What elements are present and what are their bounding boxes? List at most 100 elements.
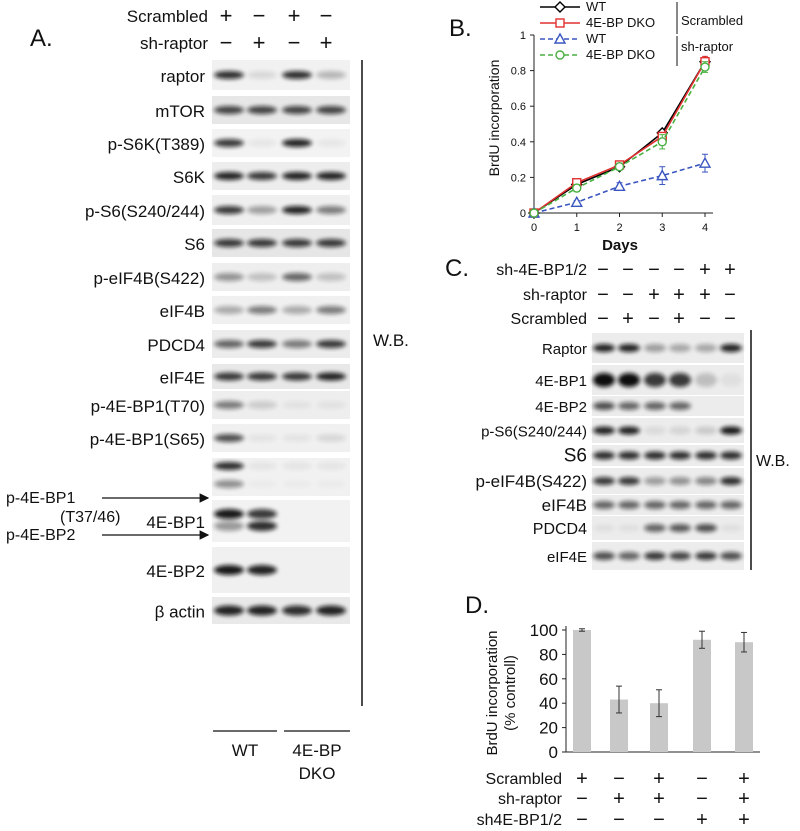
band-c (593, 451, 615, 460)
band-c (644, 501, 666, 509)
blot-label: p-S6(S240/244) (85, 202, 205, 221)
blot-label: eIF4E (160, 369, 205, 388)
band-a (247, 372, 277, 381)
band-c (593, 344, 615, 352)
blot-label: eIF4B (542, 496, 587, 515)
legend-series-label: 4E-BP DKO (586, 47, 655, 62)
condition-sign: + (613, 788, 625, 810)
y-tick-label: 0.6 (511, 101, 526, 113)
x-tick-label: 2 (616, 222, 622, 234)
blot-strip-c (592, 495, 744, 515)
condition-sign: + (738, 788, 750, 810)
band-a (316, 372, 346, 381)
band-a (282, 306, 312, 314)
panel-d-ylabel-2: (% controll) (502, 655, 519, 731)
marker-point (553, 32, 567, 44)
condition-label: sh-raptor (498, 791, 563, 808)
condition-sign: + (738, 809, 750, 831)
band-c (669, 344, 691, 352)
band-c (720, 426, 742, 435)
band-c (644, 451, 666, 460)
band-c (593, 373, 615, 387)
band-a (247, 106, 277, 114)
condition-sign: − (597, 284, 609, 306)
band-a (247, 565, 277, 575)
marker-point (698, 156, 712, 168)
condition-sign: − (597, 308, 609, 330)
condition-sign: − (613, 809, 625, 831)
band-c (695, 344, 717, 352)
band-a (247, 462, 277, 470)
band-a (214, 139, 244, 147)
band-a (316, 239, 346, 247)
band-a (316, 340, 346, 348)
band-a (214, 106, 244, 114)
y-tick-label: 40 (539, 694, 558, 713)
band-c (644, 524, 666, 532)
band-a (316, 139, 346, 147)
band-a (316, 434, 346, 442)
band-a (247, 340, 277, 348)
band-c (720, 451, 742, 460)
band-a (247, 401, 277, 409)
condition-sign: − (696, 788, 708, 810)
condition-sign: + (653, 788, 665, 810)
condition-label: Scrambled (127, 7, 208, 26)
band-a (282, 401, 312, 409)
x-tick-label: 3 (659, 222, 665, 234)
band-a (282, 106, 312, 114)
blot-strip-c (592, 365, 744, 395)
band-c (720, 373, 742, 387)
panel-b: B. 0 0.2 0.4 0.6 0.8 1 0 1 2 3 4 Days BrdU incorpo… (449, 0, 743, 254)
condition-label: sh4E-BP1/2 (477, 812, 562, 829)
band-c (669, 501, 691, 509)
band-a (247, 206, 277, 214)
band-c (695, 373, 717, 387)
band-c (720, 501, 742, 509)
panel-d-letter: D. (465, 592, 489, 619)
blot-strip-c (592, 468, 744, 494)
band-a (282, 139, 312, 147)
x-tick-label: 0 (531, 222, 537, 234)
y-tick-label: 0 (549, 743, 558, 762)
band-a (214, 509, 244, 519)
dko-group-label-2: DKO (299, 764, 336, 783)
condition-sign: + (724, 259, 736, 281)
condition-sign: − (673, 259, 685, 281)
band-a (316, 206, 346, 214)
blot-strip-c (592, 516, 744, 540)
bar (610, 699, 628, 752)
band-a (247, 521, 277, 531)
band-a (282, 239, 312, 247)
band-c (644, 477, 666, 485)
condition-sign: − (597, 259, 609, 281)
band-a (247, 139, 277, 147)
band-c (695, 426, 717, 435)
panel-b-xlabel: Days (602, 237, 638, 254)
band-a (282, 434, 312, 442)
blot-label: S6 (564, 446, 587, 467)
band-a (214, 71, 244, 79)
condition-sign: − (576, 809, 588, 831)
band-c (618, 344, 640, 352)
band-c (618, 477, 640, 485)
band-c (618, 373, 640, 387)
band-a (247, 71, 277, 79)
condition-sign: + (653, 768, 665, 790)
band-c (695, 477, 717, 485)
band-c (669, 451, 691, 460)
band-a (316, 106, 346, 114)
band-a (214, 239, 244, 247)
band-a (316, 401, 346, 409)
marker-point (570, 195, 583, 208)
panel-c: C. sh-4E-BP1/2− − − − + +sh-raptor − − + + + −Scram… (445, 255, 790, 570)
band-c (644, 552, 666, 560)
marker-point (700, 62, 710, 72)
y-tick-label: 1 (520, 30, 526, 42)
blot-label: p-4E-BP1(T70) (91, 397, 205, 416)
band-c (695, 501, 717, 509)
condition-label: sh-4E-BP1/2 (496, 262, 587, 279)
condition-sign: + (738, 768, 750, 790)
band-a (214, 521, 244, 531)
blot-label: PDCD4 (147, 336, 205, 355)
